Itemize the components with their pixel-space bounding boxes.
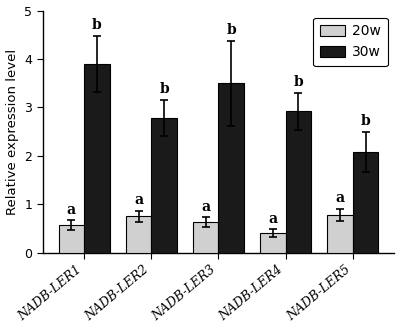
Text: b: b xyxy=(92,18,102,32)
Text: b: b xyxy=(226,23,236,37)
Bar xyxy=(218,83,244,253)
Text: a: a xyxy=(336,191,345,205)
Text: b: b xyxy=(294,75,303,89)
Bar xyxy=(58,225,84,253)
Text: a: a xyxy=(201,200,210,214)
Text: a: a xyxy=(134,193,143,207)
Bar xyxy=(126,216,151,253)
Bar xyxy=(151,118,177,253)
Bar xyxy=(286,111,311,253)
Legend: 20w, 30w: 20w, 30w xyxy=(313,17,388,66)
Text: b: b xyxy=(361,114,370,128)
Bar xyxy=(260,233,286,253)
Bar xyxy=(84,64,110,253)
Bar xyxy=(353,152,378,253)
Y-axis label: Relative expression level: Relative expression level xyxy=(6,49,18,215)
Text: b: b xyxy=(159,82,169,96)
Bar xyxy=(193,222,218,253)
Text: a: a xyxy=(67,203,76,217)
Text: a: a xyxy=(268,212,278,226)
Bar xyxy=(327,215,353,253)
